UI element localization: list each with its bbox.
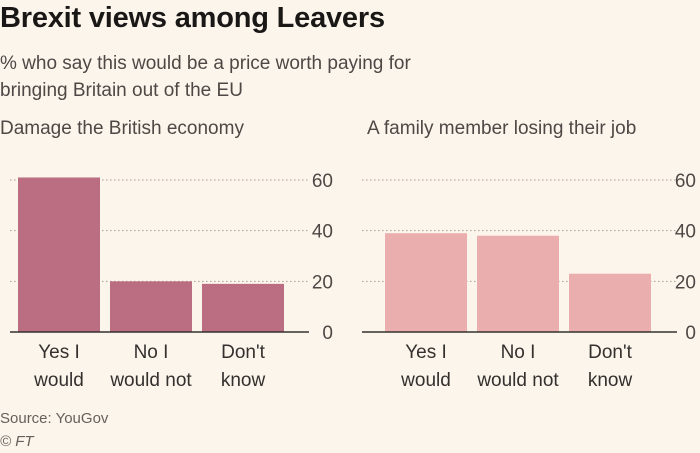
category-label-1-0-1: would [400,370,451,391]
bar-1-2 [569,273,651,332]
copyright-credit: © FT [0,433,34,450]
bar-charts: 0 20 40 60 Yes I would No I would not Don't know 0… [10,171,696,391]
y-tick-label-0-0: 0 [322,323,333,344]
category-label-1-0-0: Yes I [405,342,447,363]
panel-title-economy: Damage the British economy [0,118,244,139]
y-tick-label-0-2: 40 [312,222,333,243]
bar-0-1 [110,281,192,332]
y-tick-label-0-3: 60 [312,171,333,192]
y-tick-label-1-1: 20 [675,272,696,293]
y-tick-label-1-2: 40 [675,222,696,243]
y-tick-label-0-1: 20 [312,272,333,293]
source-note: Source: YouGov [0,410,109,427]
category-label-1-1-0: No I [501,342,536,363]
bar-1-1 [477,235,559,332]
y-tick-label-1-0: 0 [685,323,696,344]
chart-subtitle: % who say this would be a price worth pa… [0,53,411,101]
category-label-0-1-0: No I [134,342,169,363]
y-tick-label-1-3: 60 [675,171,696,192]
bar-0-2 [202,283,284,332]
category-label-1-1-1: would not [476,370,559,391]
category-label-0-2-1: know [221,370,266,391]
category-label-0-1-1: would not [109,370,192,391]
category-label-1-2-1: know [588,370,633,391]
chart-title: Brexit views among Leavers [0,2,385,34]
bar-0-0 [18,177,100,332]
category-label-0-2-0: Don't [221,342,265,363]
bar-1-0 [385,233,467,332]
category-label-0-0-0: Yes I [38,342,80,363]
category-label-0-0-1: would [33,370,84,391]
panel-title-job: A family member losing their job [367,118,637,139]
category-label-1-2-0: Don't [588,342,632,363]
